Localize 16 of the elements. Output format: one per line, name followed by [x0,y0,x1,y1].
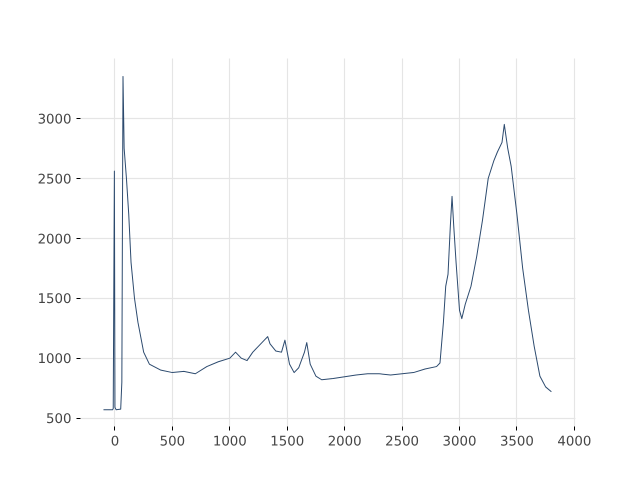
x-tick-label: 2000 [328,434,362,450]
x-tick-label: 0 [110,434,120,450]
x-tick-label: 500 [160,434,186,450]
x-tick-label: 1000 [212,434,247,450]
y-tick-label: 2500 [38,172,72,188]
y-tick-label: 3000 [38,112,72,128]
x-tick-label: 2500 [385,434,420,450]
y-tick-label: 500 [46,412,72,428]
y-tick-label: 1500 [38,292,72,308]
x-tick-label: 4000 [557,434,592,450]
x-tick-label: 3500 [500,434,534,450]
y-tick-label: 1000 [38,352,72,368]
x-tick-label: 1500 [270,434,304,450]
y-tick-label: 2000 [38,232,72,248]
x-tick-label: 3000 [442,434,476,450]
line-series [102,76,552,410]
